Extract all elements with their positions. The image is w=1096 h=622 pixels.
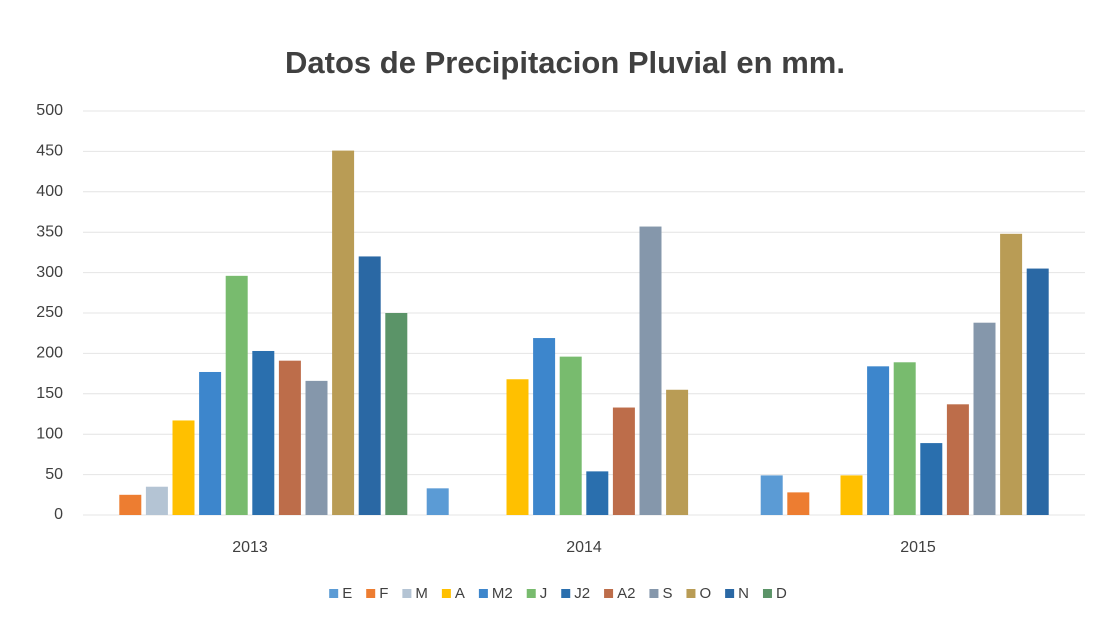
legend-label: J (540, 585, 548, 602)
bar (867, 366, 890, 515)
y-tick-label: 50 (45, 466, 63, 483)
bar (145, 486, 168, 515)
legend-label: F (379, 585, 388, 602)
legend-label: S (662, 585, 672, 602)
y-tick-label: 250 (36, 304, 63, 321)
bar (358, 256, 381, 515)
bar (119, 494, 142, 515)
legend-swatch (526, 589, 536, 598)
bar (1000, 233, 1023, 516)
y-tick-label: 400 (36, 183, 63, 200)
bar (533, 338, 556, 515)
bar (559, 356, 582, 515)
y-tick-label: 300 (36, 264, 63, 281)
legend-label: E (342, 585, 352, 602)
legend-label: N (738, 585, 749, 602)
bar (252, 350, 275, 515)
bar (1026, 268, 1049, 515)
bar (946, 404, 969, 515)
legend-swatch (402, 589, 412, 598)
legend-swatch (725, 589, 735, 598)
bar (787, 492, 810, 515)
y-tick-label: 450 (36, 143, 63, 160)
bar (199, 371, 222, 515)
bar (639, 226, 662, 515)
legend-label: D (776, 585, 787, 602)
legend-swatch (329, 589, 339, 598)
legend-label: A2 (617, 585, 635, 602)
legend-label: M (415, 585, 428, 602)
bar (278, 360, 301, 515)
bar (840, 475, 863, 515)
x-tick-label: 2015 (900, 539, 936, 556)
bar (666, 389, 689, 515)
legend-label: J2 (574, 585, 590, 602)
legend-swatch (604, 589, 614, 598)
x-tick-label: 2013 (232, 539, 268, 556)
bar (225, 275, 248, 515)
bar (426, 488, 449, 515)
y-tick-label: 350 (36, 223, 63, 240)
legend-swatch (686, 589, 696, 598)
y-tick-label: 200 (36, 345, 63, 362)
legend-swatch (649, 589, 659, 598)
legend-swatch (561, 589, 571, 598)
legend-swatch (441, 589, 451, 598)
bar (612, 407, 635, 515)
bar (760, 475, 783, 515)
bar (506, 379, 529, 515)
bar (332, 150, 355, 516)
bar (305, 380, 328, 515)
y-tick-label: 0 (54, 506, 63, 523)
chart-title: Datos de Precipitacion Pluvial en mm. (285, 45, 845, 80)
x-tick-label: 2014 (566, 539, 602, 556)
bar (920, 443, 943, 515)
bar (172, 420, 195, 515)
bar (973, 322, 996, 515)
y-tick-label: 100 (36, 425, 63, 442)
bar (893, 362, 916, 515)
y-tick-label: 500 (36, 102, 63, 119)
bar (385, 313, 408, 515)
legend-swatch (478, 589, 488, 598)
legend-swatch (366, 589, 376, 598)
legend-label: M2 (492, 585, 513, 602)
bar (586, 471, 609, 515)
legend-swatch (762, 589, 772, 598)
legend-label: A (455, 585, 465, 602)
legend-label: O (699, 585, 711, 602)
y-tick-label: 150 (36, 385, 63, 402)
